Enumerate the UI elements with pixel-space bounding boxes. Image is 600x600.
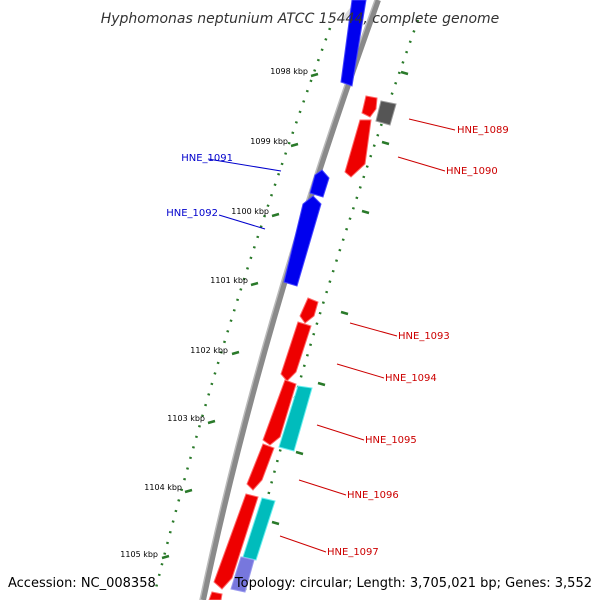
tick-mark	[310, 72, 319, 78]
gene-arrow-other[interactable]	[230, 556, 255, 593]
tick-label: 1103 kbp	[167, 414, 205, 423]
tick-label: 1099 kbp	[250, 137, 288, 146]
accession-text: Accession: NC_008358	[8, 576, 156, 591]
genome-backbone	[200, 0, 381, 600]
gene-arrow-hne-1094[interactable]	[280, 321, 312, 382]
label-leaders	[207, 118, 456, 553]
leader-line	[349, 322, 398, 337]
tick-mark	[161, 554, 170, 560]
gene-arrow-forward[interactable]	[208, 591, 223, 600]
leader-line	[397, 156, 446, 172]
leader-line	[279, 535, 327, 553]
gene-arrow-hne-1090[interactable]	[344, 119, 372, 178]
gene-label[interactable]: HNE_1094	[385, 373, 437, 384]
gene-label[interactable]: HNE_1091	[181, 153, 233, 164]
leader-line	[336, 363, 385, 379]
leader-line	[298, 479, 347, 496]
leader-line	[218, 214, 266, 230]
tick-mark	[340, 310, 349, 316]
gene-arrow-hne-1095[interactable]	[262, 379, 297, 446]
leader-line	[207, 158, 282, 172]
gene-label[interactable]: HNE_1095	[365, 435, 417, 446]
gene-arrow-hne-1091[interactable]	[309, 169, 330, 198]
outer-ticks	[161, 72, 319, 560]
tick-mark	[317, 381, 326, 387]
tick-mark	[295, 450, 304, 456]
tick-mark	[271, 520, 280, 526]
leader-line	[408, 118, 456, 131]
tick-mark	[290, 142, 299, 148]
outer-scale-arc	[153, 27, 332, 593]
tick-label: 1102 kbp	[190, 346, 228, 355]
tick-label: 1104 kbp	[144, 483, 182, 492]
tick-mark	[271, 212, 280, 218]
gene-label[interactable]: HNE_1096	[347, 490, 399, 501]
inner-ticks	[271, 70, 409, 526]
gene-arrow-hne-1092[interactable]	[283, 195, 322, 287]
gene-label[interactable]: HNE_1090	[446, 166, 498, 177]
leader-line	[316, 424, 365, 441]
gene-label[interactable]: HNE_1093	[398, 331, 450, 342]
genome-backbone-highlight	[199, 0, 376, 600]
tick-label: 1105 kbp	[120, 550, 158, 559]
tick-label: 1100 kbp	[231, 207, 269, 216]
tick-mark	[231, 350, 240, 356]
gene-arrow-pseudo[interactable]	[375, 100, 397, 126]
gene-arrow-reverse[interactable]	[340, 0, 367, 87]
gene-arrow-hne-1096[interactable]	[246, 443, 275, 491]
map-title: Hyphomonas neptunium ATCC 15444, complet…	[101, 11, 500, 27]
gene-label[interactable]: HNE_1092	[166, 208, 218, 219]
gene-arrow-rna[interactable]	[278, 385, 313, 452]
tick-label: 1098 kbp	[270, 67, 308, 76]
genome-summary-text: Topology: circular; Length: 3,705,021 bp…	[234, 576, 592, 591]
gene-arrow-rna[interactable]	[242, 497, 276, 561]
gene-label[interactable]: HNE_1089	[457, 125, 509, 136]
tick-mark	[381, 140, 390, 146]
gene-arrow-hne-1097[interactable]	[213, 493, 259, 590]
tick-mark	[361, 209, 370, 215]
tick-mark	[207, 419, 216, 425]
tick-mark	[400, 70, 409, 76]
gene-label[interactable]: HNE_1097	[327, 547, 379, 558]
tick-mark	[250, 281, 259, 287]
gene-arrow-hne-1089[interactable]	[361, 95, 378, 118]
tick-label: 1101 kbp	[210, 276, 248, 285]
gene-arrow-hne-1093[interactable]	[299, 297, 319, 324]
tick-mark	[184, 488, 193, 494]
